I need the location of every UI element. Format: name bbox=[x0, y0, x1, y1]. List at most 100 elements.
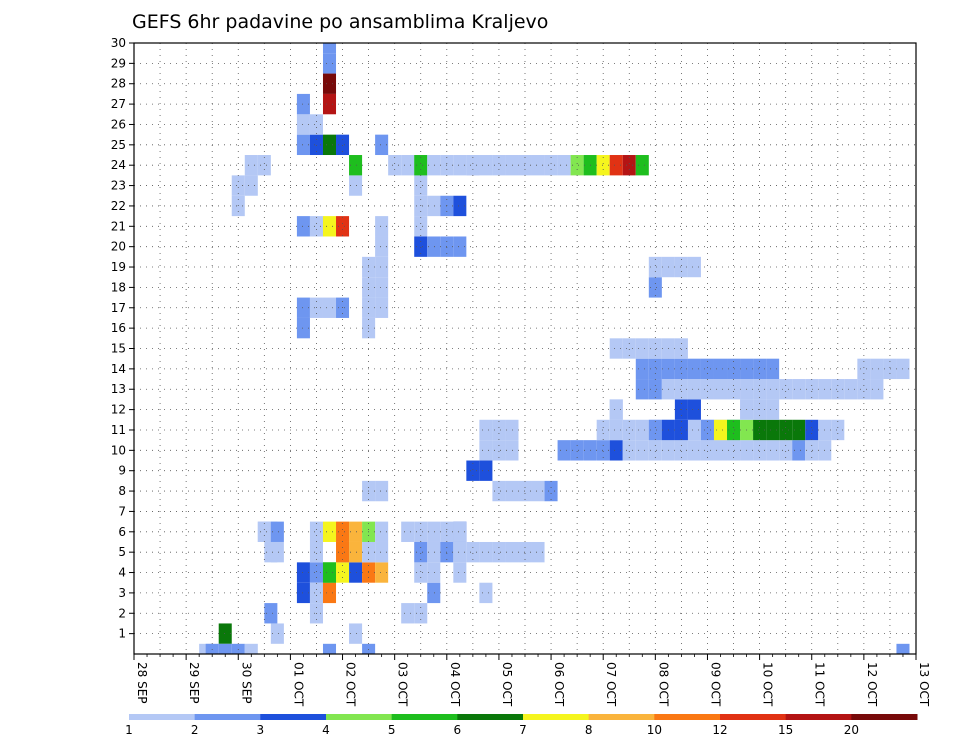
cell bbox=[492, 155, 506, 176]
colorbar-swatch bbox=[720, 714, 787, 720]
cell bbox=[414, 175, 428, 196]
cell bbox=[427, 195, 441, 217]
cell bbox=[336, 134, 350, 156]
cell bbox=[648, 440, 662, 461]
cell bbox=[349, 562, 363, 583]
colorbar-swatch bbox=[785, 714, 852, 720]
cell bbox=[570, 155, 584, 176]
cell bbox=[309, 134, 323, 156]
cell bbox=[648, 256, 662, 278]
cell bbox=[244, 643, 258, 654]
cell bbox=[244, 155, 258, 176]
cell bbox=[779, 419, 793, 441]
cell bbox=[466, 155, 480, 176]
colorbar-label: 6 bbox=[454, 723, 462, 737]
cell bbox=[296, 562, 310, 583]
cell bbox=[766, 419, 780, 441]
cell bbox=[453, 195, 467, 217]
y-tick-label: 25 bbox=[111, 138, 126, 152]
cell bbox=[453, 541, 467, 563]
cell bbox=[492, 440, 506, 461]
y-tick-label: 18 bbox=[111, 280, 126, 294]
y-tick-label: 6 bbox=[118, 525, 126, 539]
cell bbox=[414, 236, 428, 257]
cell bbox=[414, 521, 428, 542]
cell bbox=[466, 541, 480, 563]
x-tick-label: 02 OCT bbox=[344, 662, 358, 707]
cell bbox=[831, 379, 845, 400]
y-tick-label: 9 bbox=[118, 464, 126, 478]
cell bbox=[727, 440, 741, 461]
cell bbox=[857, 379, 871, 400]
cell bbox=[727, 419, 741, 441]
colorbar-swatch bbox=[326, 714, 393, 720]
colorbar-swatch bbox=[391, 714, 458, 720]
y-tick-label: 12 bbox=[111, 403, 126, 417]
cell bbox=[779, 379, 793, 400]
cell bbox=[596, 155, 610, 176]
cell bbox=[713, 379, 728, 400]
cell bbox=[414, 216, 428, 237]
cell bbox=[727, 379, 741, 400]
cell bbox=[687, 440, 701, 461]
cell bbox=[492, 480, 506, 502]
cell bbox=[635, 379, 649, 400]
cell bbox=[375, 236, 389, 257]
cell bbox=[231, 175, 245, 196]
cell bbox=[687, 379, 701, 400]
x-tick-label: 05 OCT bbox=[500, 662, 514, 707]
cell bbox=[244, 175, 258, 196]
cell bbox=[427, 155, 441, 176]
y-tick-label: 3 bbox=[118, 586, 126, 600]
cell bbox=[362, 643, 376, 654]
cell bbox=[336, 562, 350, 583]
cell bbox=[609, 338, 623, 359]
colorbar-label: 12 bbox=[712, 723, 727, 737]
y-tick-label: 26 bbox=[111, 117, 126, 131]
cell bbox=[375, 277, 389, 298]
cell bbox=[570, 440, 584, 461]
x-tick-label: 11 OCT bbox=[813, 662, 827, 707]
x-tick-label: 03 OCT bbox=[396, 662, 410, 707]
cell bbox=[264, 603, 278, 624]
colorbar-swatch bbox=[457, 714, 524, 720]
cell bbox=[296, 134, 310, 156]
x-tick-label: 01 OCT bbox=[291, 662, 305, 707]
y-tick-label: 10 bbox=[111, 443, 126, 457]
cell bbox=[622, 338, 636, 359]
y-tick-label: 29 bbox=[111, 56, 126, 70]
x-tick-label: 07 OCT bbox=[604, 662, 618, 707]
cell bbox=[753, 379, 767, 400]
cell bbox=[635, 419, 649, 441]
cell bbox=[505, 440, 519, 461]
cell bbox=[609, 399, 623, 420]
cell bbox=[635, 440, 649, 461]
cell bbox=[596, 419, 610, 441]
cell bbox=[727, 358, 741, 380]
cell bbox=[844, 379, 858, 400]
y-tick-label: 5 bbox=[118, 545, 126, 559]
cell bbox=[218, 623, 232, 644]
cell bbox=[753, 419, 767, 441]
y-tick-label: 17 bbox=[111, 301, 126, 315]
x-tick-label: 30 SEP bbox=[239, 662, 253, 704]
cell bbox=[270, 521, 284, 542]
y-tick-label: 2 bbox=[118, 606, 126, 620]
cell bbox=[322, 297, 337, 318]
cell bbox=[544, 480, 558, 502]
cell bbox=[635, 358, 649, 380]
cell bbox=[257, 155, 271, 176]
y-tick-label: 14 bbox=[111, 362, 126, 376]
cell bbox=[687, 256, 701, 278]
cell bbox=[336, 541, 350, 563]
cell bbox=[270, 541, 284, 563]
cell bbox=[427, 562, 441, 583]
y-tick-label: 24 bbox=[111, 158, 126, 172]
grid-layer bbox=[134, 43, 916, 654]
cell bbox=[270, 623, 284, 644]
cell bbox=[479, 419, 493, 441]
cell bbox=[557, 440, 571, 461]
cell bbox=[375, 541, 389, 563]
cell bbox=[375, 521, 389, 542]
